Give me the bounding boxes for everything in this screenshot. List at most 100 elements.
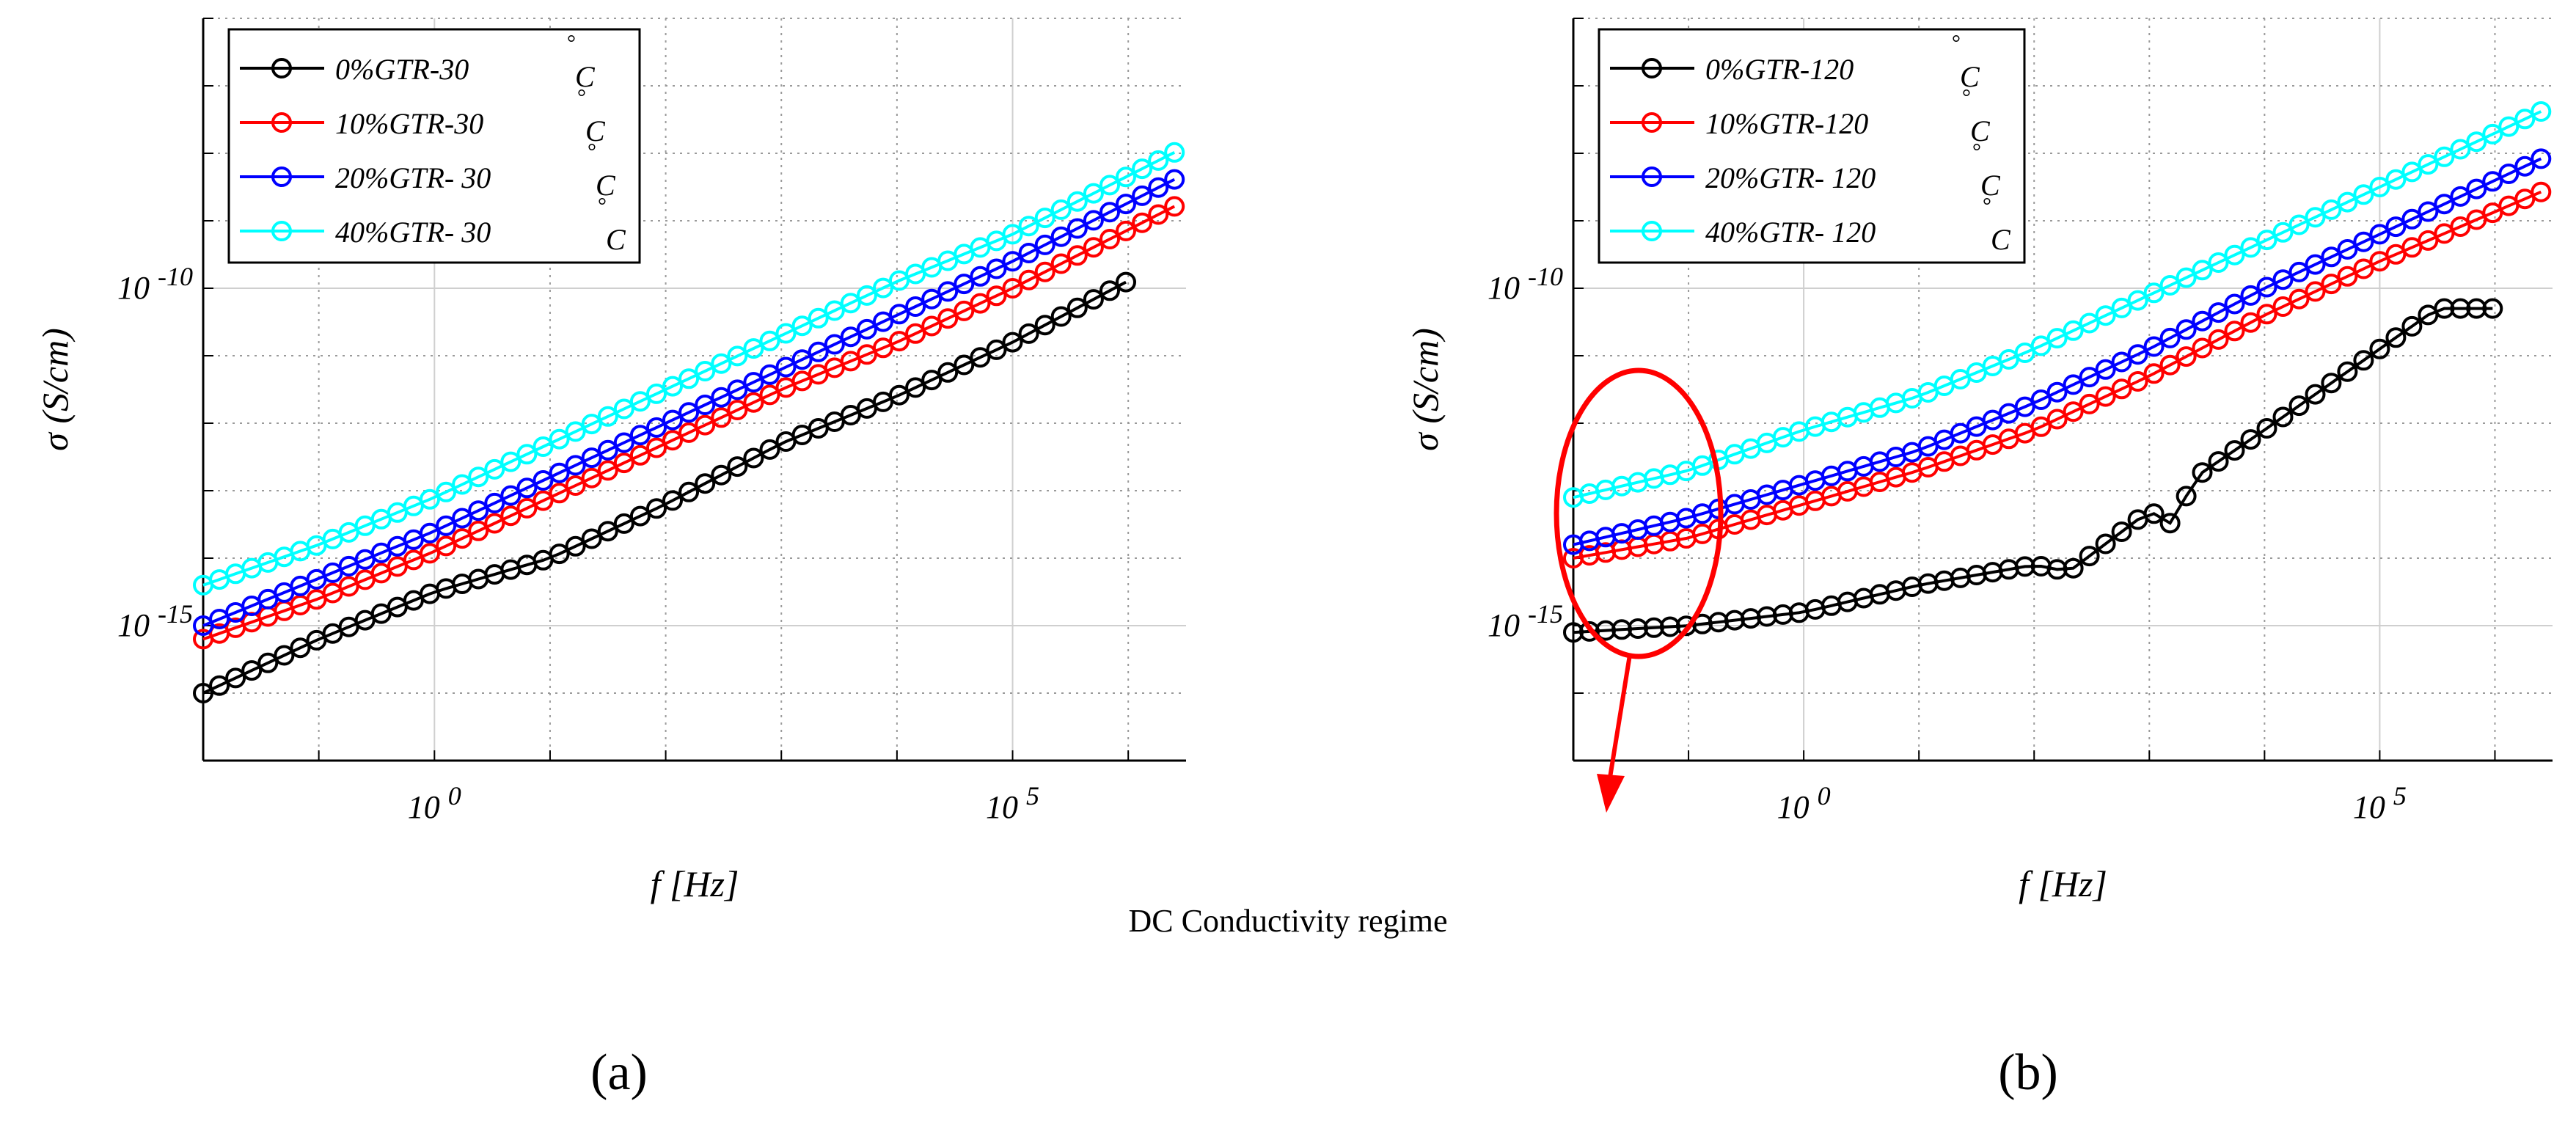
data-point <box>629 425 651 446</box>
data-point <box>1002 332 1023 353</box>
y-tick-label: 10 -10 <box>117 262 193 306</box>
legend-degree: ° <box>1972 139 1980 164</box>
data-point <box>1164 196 1185 217</box>
data-point <box>2288 395 2310 417</box>
data-point <box>678 368 700 389</box>
data-point <box>2063 401 2084 422</box>
data-point <box>2369 338 2390 359</box>
data-point <box>2208 451 2229 472</box>
data-point <box>2272 222 2294 243</box>
data-point <box>257 652 279 673</box>
data-point <box>2466 178 2487 200</box>
data-point <box>484 492 505 513</box>
data-point <box>2046 328 2068 349</box>
data-point <box>2482 298 2503 319</box>
data-point <box>646 417 667 438</box>
data-point <box>1066 191 1088 212</box>
data-point <box>2514 155 2536 177</box>
data-point <box>2482 171 2503 192</box>
data-point <box>1099 280 1120 301</box>
data-point <box>2030 389 2052 410</box>
data-point <box>2063 374 2084 395</box>
data-point <box>646 383 667 404</box>
series-line <box>202 205 1176 641</box>
data-point <box>420 488 440 510</box>
data-point <box>2385 327 2407 348</box>
data-point <box>549 428 570 450</box>
data-point <box>516 497 538 519</box>
data-point <box>549 462 570 483</box>
legend-label: 0%GTR-120 <box>1705 53 1854 86</box>
data-point <box>1034 208 1055 229</box>
data-point <box>2176 267 2197 288</box>
legend-label: 20%GTR- 30 <box>335 161 491 194</box>
data-point <box>484 458 505 480</box>
data-point <box>2159 513 2181 534</box>
data-point <box>1164 142 1185 163</box>
data-point <box>921 315 943 337</box>
data-point <box>2337 361 2358 382</box>
data-point <box>597 460 618 481</box>
chart-panel-b: 10 0 10 5 10 -10 10 -15 f [Hz] σ (S/cm) 0%GTR-… <box>1405 18 2553 904</box>
data-point <box>2531 101 2552 122</box>
data-point <box>2337 191 2358 213</box>
data-point <box>2256 277 2277 298</box>
data-point <box>2143 336 2165 357</box>
legend-degree: ° <box>577 85 585 109</box>
data-point <box>2111 378 2132 400</box>
data-point <box>1034 261 1055 282</box>
data-point <box>436 515 457 536</box>
data-point <box>808 341 829 362</box>
data-point <box>759 384 780 406</box>
data-point <box>1132 185 1153 206</box>
legend-marker <box>271 221 292 241</box>
data-point <box>2401 161 2423 183</box>
panel-label-a: (a) <box>590 1044 648 1101</box>
data-point <box>2159 327 2181 348</box>
data-point <box>2208 252 2229 273</box>
data-point <box>2046 409 2068 430</box>
data-point <box>856 318 877 340</box>
data-point <box>549 543 570 565</box>
dc-regime-arrow-shaft <box>1608 654 1632 778</box>
data-point <box>597 439 618 461</box>
data-point <box>436 481 457 502</box>
legend-marker <box>271 166 292 187</box>
legend-marker <box>271 112 292 133</box>
legend-marker <box>271 58 292 78</box>
data-point <box>629 505 651 527</box>
data-point <box>1002 224 1023 245</box>
data-point <box>2450 186 2471 207</box>
data-point <box>662 490 683 511</box>
y-tick-label: 10 -15 <box>1488 599 1563 643</box>
series-10-gtr-30 <box>193 196 1185 650</box>
data-point <box>2095 533 2116 554</box>
data-point <box>727 379 748 400</box>
data-point <box>711 387 732 408</box>
data-point <box>2176 486 2197 507</box>
data-point <box>889 304 910 325</box>
data-point <box>2224 440 2245 461</box>
data-point <box>2176 319 2197 340</box>
data-point <box>2498 164 2520 184</box>
data-point <box>1099 175 1120 196</box>
data-point <box>452 474 473 495</box>
data-point <box>2321 246 2342 268</box>
data-point <box>743 392 764 413</box>
data-point <box>695 395 716 415</box>
legend-degree: ° <box>1982 194 1991 218</box>
data-point <box>889 384 910 406</box>
data-point <box>662 409 683 431</box>
data-point <box>856 285 877 306</box>
data-point <box>1116 271 1136 293</box>
data-point <box>2272 406 2294 428</box>
data-point <box>2224 244 2245 266</box>
data-point <box>2514 109 2536 130</box>
data-point <box>2353 258 2374 279</box>
data-point <box>484 513 505 534</box>
legend-marker <box>1642 221 1662 241</box>
data-point <box>2434 146 2455 167</box>
data-point <box>2159 354 2181 376</box>
data-point <box>1018 323 1039 344</box>
data-point <box>2288 261 2310 282</box>
